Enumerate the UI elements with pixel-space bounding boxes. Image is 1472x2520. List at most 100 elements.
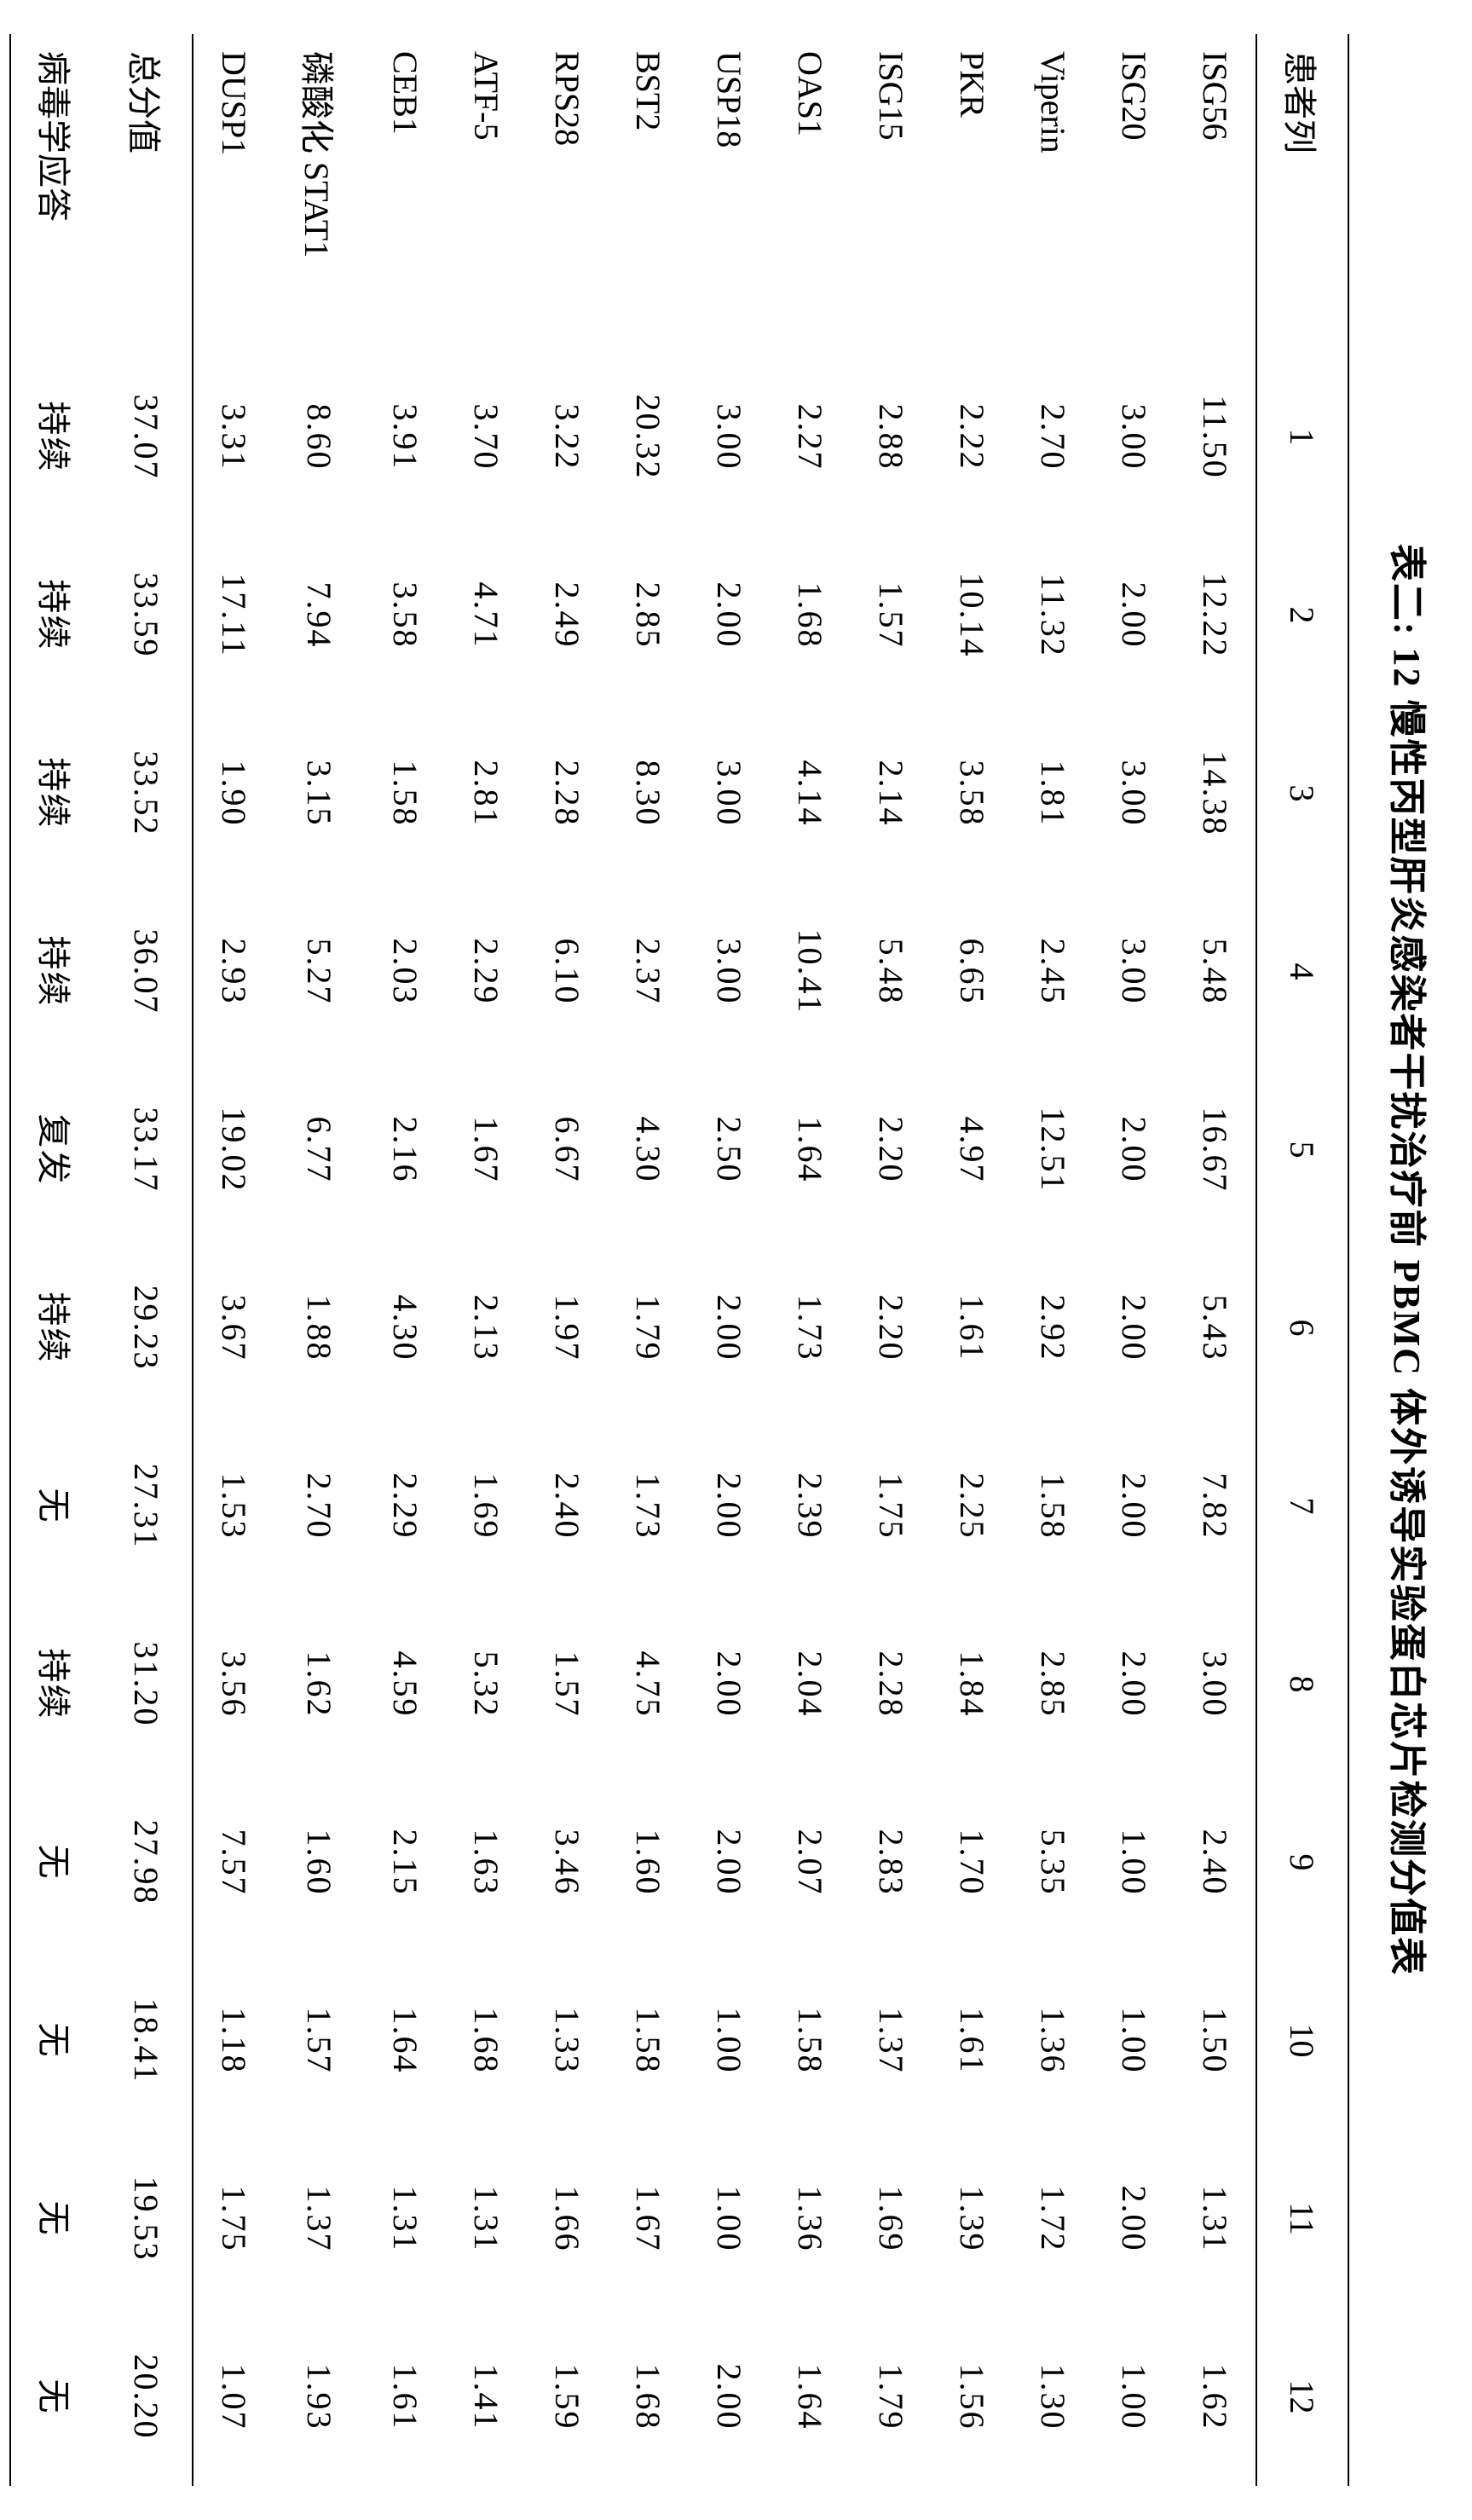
- cell-value: 1.56: [932, 2308, 1013, 2486]
- cell-value: 1.64: [365, 1951, 446, 2130]
- cell-value: 3.00: [1094, 704, 1175, 882]
- cell-value: 5.43: [1175, 1239, 1256, 1417]
- cell-value: 1.60: [274, 1773, 365, 1951]
- row-label: ISG15: [851, 34, 932, 348]
- cell-value: 3.58: [932, 704, 1013, 882]
- cell-value: 14.38: [1175, 704, 1256, 882]
- cell-value: 3.00: [689, 704, 770, 882]
- cell-value: 2.00: [689, 526, 770, 704]
- cell-value: 1.79: [851, 2308, 932, 2486]
- footer-value: 33.52: [101, 704, 193, 882]
- cell-value: 4.14: [770, 704, 851, 882]
- footer-label: 总分值: [101, 34, 193, 348]
- cell-value: 1.97: [527, 1239, 608, 1417]
- row-label: OAS1: [770, 34, 851, 348]
- row-label: ATF-5: [446, 34, 527, 348]
- cell-value: 5.48: [851, 882, 932, 1061]
- cell-value: 2.20: [851, 1239, 932, 1417]
- cell-value: 2.39: [770, 1417, 851, 1595]
- cell-value: 1.62: [274, 1595, 365, 1773]
- cell-value: 2.29: [446, 882, 527, 1061]
- table-row: 磷酸化 STAT18.607.943.155.276.771.882.701.6…: [274, 34, 365, 2486]
- row-label: DUSP1: [193, 34, 274, 348]
- cell-value: 2.15: [365, 1773, 446, 1951]
- patient-col-2: 2: [1256, 526, 1348, 704]
- cell-value: 2.70: [274, 1417, 365, 1595]
- footer-row: 病毒学应答持续持续持续持续复发持续无持续无无无无: [10, 34, 101, 2486]
- cell-value: 19.02: [193, 1061, 274, 1239]
- row-label: USP18: [689, 34, 770, 348]
- cell-value: 1.72: [1013, 2130, 1094, 2308]
- row-label: ISG20: [1094, 34, 1175, 348]
- cell-value: 1.64: [770, 2308, 851, 2486]
- table-row: ATF-53.704.712.812.291.672.131.695.321.6…: [446, 34, 527, 2486]
- cell-value: 2.00: [689, 1239, 770, 1417]
- patient-col-1: 1: [1256, 348, 1348, 526]
- footer-value: 33.59: [101, 526, 193, 704]
- cell-value: 4.71: [446, 526, 527, 704]
- footer-value: 29.23: [101, 1239, 193, 1417]
- cell-value: 1.69: [851, 2130, 932, 2308]
- row-label: CEB1: [365, 34, 446, 348]
- footer-value: 27.98: [101, 1773, 193, 1951]
- patient-col-10: 10: [1256, 1951, 1348, 2130]
- cell-value: 2.07: [770, 1773, 851, 1951]
- header-label: 患者列: [1256, 34, 1348, 348]
- cell-value: 1.75: [193, 2130, 274, 2308]
- cell-value: 1.84: [932, 1595, 1013, 1773]
- cell-value: 1.50: [1175, 1951, 1256, 2130]
- cell-value: 11.32: [1013, 526, 1094, 704]
- cell-value: 1.53: [193, 1417, 274, 1595]
- table-row: USP183.002.003.003.002.502.002.002.002.0…: [689, 34, 770, 2486]
- cell-value: 1.58: [770, 1951, 851, 2130]
- footer-value: 持续: [10, 882, 101, 1061]
- cell-value: 1.59: [527, 2308, 608, 2486]
- cell-value: 2.27: [770, 348, 851, 526]
- cell-value: 4.30: [608, 1061, 689, 1239]
- cell-value: 2.00: [1094, 1595, 1175, 1773]
- cell-value: 4.97: [932, 1061, 1013, 1239]
- cell-value: 2.14: [851, 704, 932, 882]
- cell-value: 1.00: [1094, 1951, 1175, 2130]
- table-header: 患者列123456789101112: [1256, 34, 1348, 2486]
- cell-value: 1.70: [932, 1773, 1013, 1951]
- cell-value: 1.73: [770, 1239, 851, 1417]
- patient-col-7: 7: [1256, 1417, 1348, 1595]
- footer-value: 27.31: [101, 1417, 193, 1595]
- cell-value: 6.67: [527, 1061, 608, 1239]
- cell-value: 2.22: [932, 348, 1013, 526]
- cell-value: 1.68: [446, 1951, 527, 2130]
- cell-value: 2.37: [608, 882, 689, 1061]
- footer-value: 持续: [10, 1239, 101, 1417]
- table-footer: 总分值37.0733.5933.5236.0733.1729.2327.3131…: [10, 34, 193, 2486]
- cell-value: 3.91: [365, 348, 446, 526]
- cell-value: 3.00: [689, 348, 770, 526]
- cell-value: 1.00: [1094, 1773, 1175, 1951]
- cell-value: 1.30: [1013, 2308, 1094, 2486]
- cell-value: 1.36: [770, 2130, 851, 2308]
- cell-value: 1.69: [446, 1417, 527, 1595]
- cell-value: 1.68: [608, 2308, 689, 2486]
- footer-value: 无: [10, 1417, 101, 1595]
- table-row: ISG152.881.572.145.482.202.201.752.282.8…: [851, 34, 932, 2486]
- table-row: RPS283.222.492.286.106.671.972.401.573.4…: [527, 34, 608, 2486]
- cell-value: 7.57: [193, 1773, 274, 1951]
- cell-value: 1.57: [851, 526, 932, 704]
- cell-value: 2.00: [689, 1595, 770, 1773]
- cell-value: 2.00: [1094, 2130, 1175, 2308]
- row-label: 磷酸化 STAT1: [274, 34, 365, 348]
- table-row: BST220.322.858.302.374.301.791.734.751.6…: [608, 34, 689, 2486]
- data-table: 患者列123456789101112 ISG5611.5012.2214.385…: [9, 34, 1349, 2486]
- patient-col-12: 12: [1256, 2308, 1348, 2486]
- cell-value: 1.61: [932, 1239, 1013, 1417]
- cell-value: 1.93: [274, 2308, 365, 2486]
- cell-value: 1.00: [1094, 2308, 1175, 2486]
- cell-value: 3.22: [527, 348, 608, 526]
- cell-value: 2.70: [1013, 348, 1094, 526]
- cell-value: 1.41: [446, 2308, 527, 2486]
- cell-value: 2.28: [851, 1595, 932, 1773]
- cell-value: 2.93: [193, 882, 274, 1061]
- footer-value: 持续: [10, 704, 101, 882]
- cell-value: 3.00: [1094, 882, 1175, 1061]
- footer-value: 无: [10, 1773, 101, 1951]
